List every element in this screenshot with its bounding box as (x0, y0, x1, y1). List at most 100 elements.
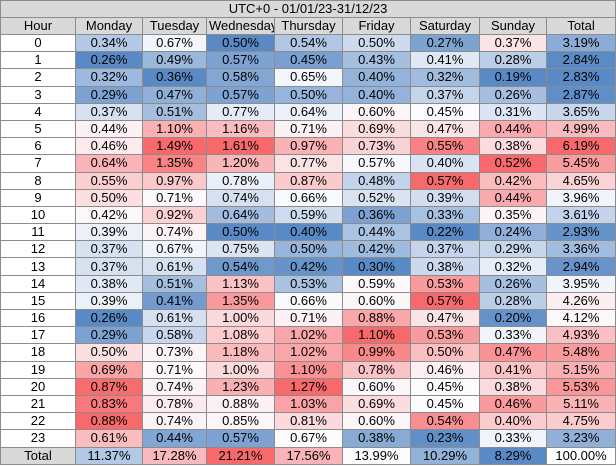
value-cell: 0.75% (206, 240, 275, 259)
value-cell: 0.41% (142, 291, 207, 311)
value-cell: 0.88% (206, 394, 275, 414)
data-row: 7 0.64% 1.35% 1.20% 0.77% 0.57% 0.40% 0.52% 5.45… (0, 154, 616, 173)
hour-cell: 15 (0, 291, 76, 311)
total-cell: 17.28% (142, 446, 207, 465)
value-cell: 0.40% (410, 154, 480, 173)
value-cell: 1.10% (274, 360, 343, 379)
value-cell: 1.18% (206, 343, 275, 362)
data-row: 12 0.37% 0.67% 0.75% 0.50% 0.42% 0.37% 0.29% 3.3… (0, 240, 616, 259)
value-cell: 0.57% (410, 291, 480, 311)
value-cell: 0.87% (75, 377, 143, 396)
value-cell: 0.88% (342, 308, 411, 328)
value-cell: 0.60% (342, 412, 411, 431)
hour-cell: 5 (0, 119, 76, 139)
value-cell: 4.93% (545, 326, 616, 345)
hour-cell: 12 (0, 240, 76, 259)
data-row: 5 0.44% 1.10% 1.16% 0.71% 0.69% 0.47% 0.44% 4.99… (0, 119, 616, 139)
table-title: UTC+0 - 01/01/23-31/12/23 (0, 0, 616, 18)
hour-cell: 10 (0, 205, 76, 225)
value-cell: 0.60% (342, 102, 411, 121)
value-cell: 1.03% (274, 394, 343, 414)
value-cell: 0.45% (410, 394, 480, 414)
value-cell: 0.37% (75, 240, 143, 259)
hour-cell: 11 (0, 223, 76, 242)
value-cell: 1.02% (274, 326, 343, 345)
column-header: Monday (75, 17, 143, 35)
value-cell: 0.60% (342, 291, 411, 311)
hour-cell: 21 (0, 394, 76, 414)
data-row: 21 0.83% 0.78% 0.88% 1.03% 0.69% 0.45% 0.46% 5.1… (0, 394, 616, 414)
value-cell: 0.60% (342, 377, 411, 396)
value-cell: 0.24% (479, 223, 547, 242)
value-cell: 0.37% (75, 102, 143, 121)
value-cell: 1.08% (206, 326, 275, 345)
value-cell: 0.23% (410, 429, 480, 448)
hour-cell: 17 (0, 326, 76, 345)
value-cell: 0.74% (142, 223, 207, 242)
value-cell: 2.93% (545, 223, 616, 242)
value-cell: 0.38% (479, 377, 547, 396)
value-cell: 4.75% (545, 412, 616, 431)
value-cell: 5.15% (545, 360, 616, 379)
hour-cell: 8 (0, 171, 76, 190)
value-cell: 1.00% (206, 308, 275, 328)
value-cell: 0.50% (342, 33, 411, 53)
value-cell: 1.02% (274, 343, 343, 362)
data-row: 22 0.88% 0.74% 0.85% 0.81% 0.60% 0.54% 0.40% 4.7… (0, 412, 616, 431)
data-row: 11 0.39% 0.74% 0.50% 0.40% 0.44% 0.22% 0.24% 2.9… (0, 223, 616, 242)
total-cell: 11.37% (75, 446, 143, 465)
title-row: UTC+0 - 01/01/23-31/12/23 (0, 0, 616, 18)
column-header: Tuesday (142, 17, 207, 35)
value-cell: 0.38% (410, 257, 480, 276)
value-cell: 0.46% (75, 137, 143, 156)
data-row: 1 0.26% 0.49% 0.57% 0.45% 0.43% 0.41% 0.28% 2.84… (0, 51, 616, 70)
value-cell: 0.73% (142, 343, 207, 362)
value-cell: 0.53% (410, 326, 480, 345)
total-cell: 8.29% (479, 446, 547, 465)
value-cell: 0.87% (274, 171, 343, 190)
value-cell: 0.39% (75, 291, 143, 311)
value-cell: 0.37% (479, 33, 547, 53)
value-cell: 0.26% (479, 274, 547, 293)
value-cell: 4.12% (545, 308, 616, 328)
value-cell: 0.50% (274, 85, 343, 104)
value-cell: 2.84% (545, 51, 616, 70)
value-cell: 2.94% (545, 257, 616, 276)
value-cell: 0.58% (142, 326, 207, 345)
value-cell: 3.95% (545, 274, 616, 293)
value-cell: 6.19% (545, 137, 616, 156)
value-cell: 0.45% (274, 51, 343, 70)
value-cell: 0.59% (342, 274, 411, 293)
value-cell: 0.38% (479, 137, 547, 156)
value-cell: 5.48% (545, 343, 616, 362)
data-row: 16 0.26% 0.61% 1.00% 0.71% 0.88% 0.47% 0.20% 4.1… (0, 308, 616, 328)
value-cell: 0.74% (142, 377, 207, 396)
value-cell: 0.19% (479, 68, 547, 87)
value-cell: 0.77% (206, 102, 275, 121)
hour-cell: 14 (0, 274, 76, 293)
value-cell: 0.61% (75, 429, 143, 448)
value-cell: 0.37% (410, 240, 480, 259)
value-cell: 1.27% (274, 377, 343, 396)
value-cell: 3.36% (545, 240, 616, 259)
value-cell: 0.50% (410, 343, 480, 362)
data-row: 17 0.29% 0.58% 1.08% 1.02% 1.10% 0.53% 0.33% 4.9… (0, 326, 616, 345)
value-cell: 0.81% (274, 412, 343, 431)
hour-cell: 16 (0, 308, 76, 328)
data-row: 23 0.61% 0.44% 0.57% 0.67% 0.38% 0.23% 0.33% 3.2… (0, 429, 616, 448)
value-cell: 0.99% (342, 343, 411, 362)
value-cell: 0.61% (142, 257, 207, 276)
value-cell: 0.38% (342, 429, 411, 448)
hour-cell: 22 (0, 412, 76, 431)
value-cell: 0.40% (479, 412, 547, 431)
hour-cell: 20 (0, 377, 76, 396)
value-cell: 0.36% (142, 68, 207, 87)
value-cell: 0.50% (75, 343, 143, 362)
value-cell: 0.58% (206, 68, 275, 87)
value-cell: 0.29% (479, 240, 547, 259)
value-cell: 0.59% (274, 205, 343, 225)
hour-cell: 2 (0, 68, 76, 87)
table-body: 0 0.34% 0.67% 0.50% 0.54% 0.50% 0.27% 0.37% 3.19… (0, 33, 616, 465)
value-cell: 0.47% (479, 343, 547, 362)
